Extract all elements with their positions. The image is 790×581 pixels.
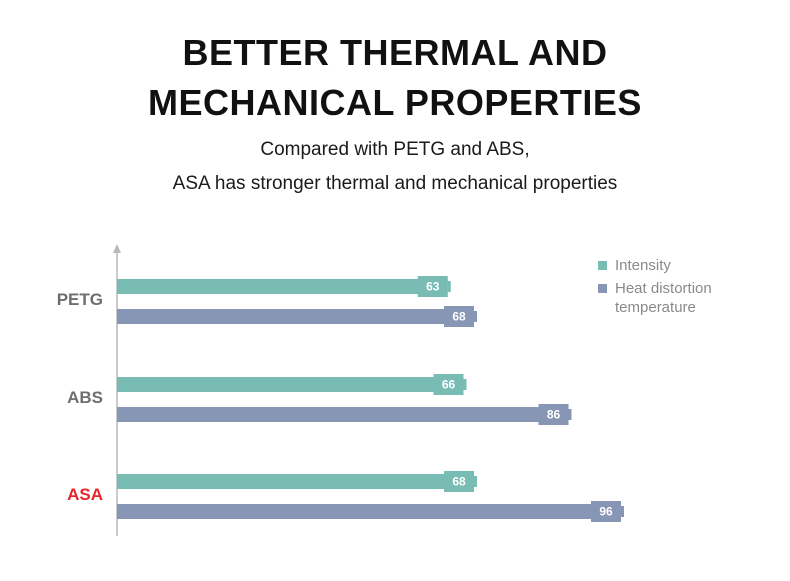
bar-asa-intensity xyxy=(117,474,474,489)
value-tab-notch xyxy=(621,506,624,517)
value-tab xyxy=(444,306,474,327)
category-label-asa: ASA xyxy=(67,485,103,504)
legend-swatch-heat xyxy=(598,284,607,293)
value-tab xyxy=(538,404,569,425)
category-label-abs: ABS xyxy=(67,388,103,407)
value-tab-notch xyxy=(474,311,477,322)
legend-label-intensity: Intensity xyxy=(615,257,671,274)
y-axis-arrow-icon xyxy=(113,244,121,253)
legend-swatch-intensity xyxy=(598,261,607,270)
category-label-petg: PETG xyxy=(57,290,103,309)
data-label: 86 xyxy=(547,408,561,422)
bar-petg-intensity xyxy=(117,279,448,294)
data-label: 66 xyxy=(442,378,456,392)
value-tab xyxy=(591,501,621,522)
value-tab-notch xyxy=(474,476,477,487)
bar-abs-intensity xyxy=(117,377,464,392)
bar-asa-heat xyxy=(117,504,621,519)
subtitle-line-2: ASA has stronger thermal and mechanical … xyxy=(172,173,618,194)
legend-label-heat-line2: temperature xyxy=(615,299,696,316)
chart-title: BETTER THERMAL AND MECHANICAL PROPERTIES xyxy=(0,28,790,128)
value-tab xyxy=(417,276,448,297)
value-tab xyxy=(433,374,464,395)
subtitle-line-1: Compared with PETG and ABS, xyxy=(260,139,530,160)
legend-label-heat-line1: Heat distortion xyxy=(615,280,712,297)
data-label: 63 xyxy=(426,280,440,294)
value-tab-notch xyxy=(568,409,572,420)
value-tab xyxy=(444,471,474,492)
data-label: 68 xyxy=(452,475,466,489)
bar-petg-heat xyxy=(117,309,474,324)
value-tab-notch xyxy=(447,281,451,292)
bar-abs-heat xyxy=(117,407,569,422)
data-label: 68 xyxy=(452,310,466,324)
value-tab-notch xyxy=(463,379,467,390)
data-label: 96 xyxy=(599,505,613,519)
title-line-1: BETTER THERMAL AND xyxy=(182,32,608,73)
title-line-2: MECHANICAL PROPERTIES xyxy=(148,82,642,123)
